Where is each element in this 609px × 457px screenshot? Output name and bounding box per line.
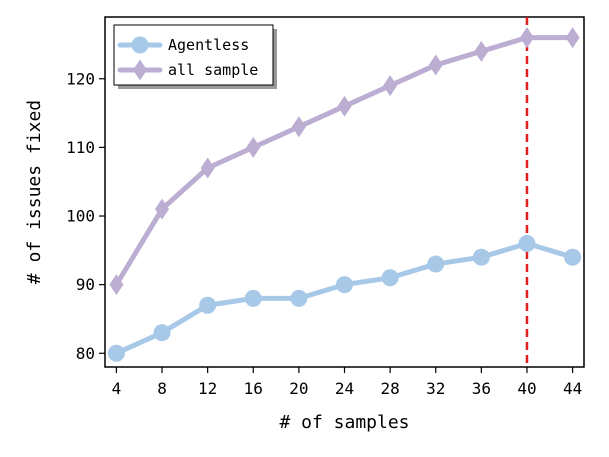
x-axis-label: # of samples xyxy=(279,412,409,433)
series-line-0 xyxy=(116,243,572,353)
legend-marker-0 xyxy=(132,37,149,54)
x-tick-label-32: 32 xyxy=(426,379,445,398)
series-0-point-6 xyxy=(382,269,399,286)
y-tick-label-110: 110 xyxy=(66,138,95,157)
x-tick-label-24: 24 xyxy=(335,379,354,398)
x-tick-label-36: 36 xyxy=(472,379,491,398)
series-0-point-1 xyxy=(154,324,171,341)
y-axis: 80 90 100 110 120 xyxy=(66,69,105,363)
x-tick-label-20: 20 xyxy=(289,379,308,398)
y-tick-label-80: 80 xyxy=(76,344,95,363)
series-0-point-5 xyxy=(336,276,353,293)
x-axis: 4 8 12 16 20 24 28 32 36 40 44 xyxy=(112,367,583,398)
x-tick-label-4: 4 xyxy=(112,379,122,398)
series-1-point-4 xyxy=(292,116,306,137)
series-1-point-8 xyxy=(474,41,488,62)
y-tick-label-100: 100 xyxy=(66,207,95,226)
series-0-point-4 xyxy=(290,290,307,307)
legend-label-agentless: Agentless xyxy=(168,36,249,54)
x-tick-label-8: 8 xyxy=(157,379,167,398)
series-0-point-0 xyxy=(108,345,125,362)
series-0-point-2 xyxy=(199,297,216,314)
legend-label-all-sample: all sample xyxy=(168,61,258,79)
series-0-point-10 xyxy=(564,249,581,266)
series-1-point-6 xyxy=(383,75,397,96)
x-tick-label-16: 16 xyxy=(244,379,263,398)
series-1-point-7 xyxy=(429,55,443,76)
series-0-point-7 xyxy=(427,256,444,273)
series-1-point-5 xyxy=(338,96,352,117)
y-tick-label-90: 90 xyxy=(76,275,95,294)
series-1-point-9 xyxy=(520,27,534,48)
series-1-point-3 xyxy=(246,137,260,158)
y-axis-label: # of issues fixed xyxy=(24,100,45,284)
legend: Agentless all sample xyxy=(114,25,277,89)
series-0-point-8 xyxy=(473,249,490,266)
x-tick-label-28: 28 xyxy=(380,379,399,398)
series-0-point-9 xyxy=(518,235,535,252)
x-tick-label-12: 12 xyxy=(198,379,217,398)
series-0-point-3 xyxy=(245,290,262,307)
x-tick-label-40: 40 xyxy=(517,379,536,398)
x-tick-label-44: 44 xyxy=(563,379,582,398)
y-tick-label-120: 120 xyxy=(66,69,95,88)
series-1-point-10 xyxy=(566,27,580,48)
